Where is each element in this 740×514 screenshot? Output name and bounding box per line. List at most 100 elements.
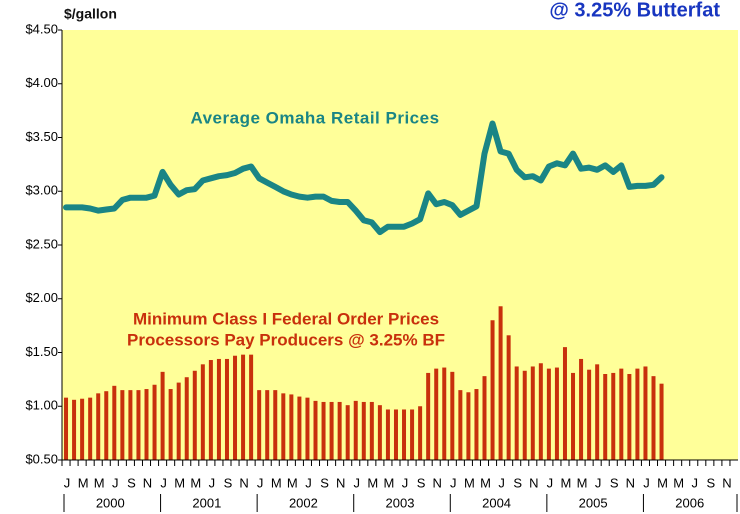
plot-area	[62, 30, 738, 460]
bar	[450, 371, 455, 460]
x-tick-label: J	[547, 475, 554, 490]
bar	[635, 368, 640, 460]
bar	[224, 358, 229, 460]
x-tick-label: M	[78, 475, 89, 490]
bar	[659, 383, 664, 460]
year-label: 2005	[579, 495, 608, 510]
x-tick-label: M	[561, 475, 572, 490]
x-tick-label: S	[224, 475, 233, 490]
line-annotation: Average Omaha Retail Prices	[190, 108, 439, 127]
bar	[265, 390, 270, 460]
bar	[482, 376, 487, 460]
x-tick-label: J	[112, 475, 119, 490]
x-tick-label: M	[287, 475, 298, 490]
bar	[313, 400, 318, 460]
bar	[402, 409, 407, 460]
x-tick-label: S	[513, 475, 522, 490]
chart-title: @ 3.25% Butterfat	[549, 0, 720, 21]
bar	[410, 409, 415, 460]
bar	[233, 355, 238, 460]
x-tick-label: M	[271, 475, 282, 490]
bar	[64, 397, 69, 460]
bar	[530, 366, 535, 460]
bar	[208, 360, 213, 460]
x-tick-label: J	[305, 475, 312, 490]
bar	[128, 390, 133, 460]
bar	[474, 389, 479, 460]
y-tick-label: $3.50	[25, 129, 58, 144]
bar	[538, 363, 543, 460]
x-tick-label: J	[691, 475, 698, 490]
bar	[112, 385, 117, 460]
y-tick-label: $1.50	[25, 344, 58, 359]
bar	[595, 364, 600, 460]
year-label: 2000	[96, 495, 125, 510]
bar	[345, 405, 350, 460]
bar	[297, 396, 302, 460]
x-tick-label: J	[595, 475, 602, 490]
bar	[385, 409, 390, 460]
x-tick-label: S	[127, 475, 136, 490]
year-label: 2004	[482, 495, 511, 510]
bar	[144, 389, 149, 460]
y-tick-label: $3.00	[25, 183, 58, 198]
bar	[571, 372, 576, 460]
bar	[337, 401, 342, 460]
bar	[176, 382, 181, 460]
bar-annotation: Minimum Class I Federal Order Prices	[133, 309, 439, 328]
year-label: 2003	[386, 495, 415, 510]
bar	[80, 398, 85, 460]
bar	[136, 390, 141, 460]
y-tick-label: $2.50	[25, 236, 58, 251]
line	[63, 120, 665, 236]
bar	[305, 397, 310, 460]
bar	[192, 370, 197, 460]
x-tick-label: J	[498, 475, 505, 490]
bar	[152, 384, 157, 460]
x-tick-label: M	[367, 475, 378, 490]
bar	[393, 409, 398, 460]
y-tick-label: $4.50	[25, 21, 58, 36]
y-tick-label: $2.00	[25, 290, 58, 305]
bar	[120, 390, 125, 460]
x-tick-label: J	[257, 475, 264, 490]
y-tick-label: $1.00	[25, 398, 58, 413]
bar	[273, 390, 278, 460]
x-tick-label: M	[464, 475, 475, 490]
x-tick-label: S	[706, 475, 715, 490]
bar	[587, 369, 592, 460]
x-tick-label: S	[610, 475, 619, 490]
bar	[241, 354, 246, 460]
bar	[458, 390, 463, 460]
x-tick-label: M	[384, 475, 395, 490]
bar	[329, 401, 334, 460]
bar	[289, 394, 294, 460]
bar	[522, 370, 527, 460]
year-label: 2006	[675, 495, 704, 510]
bar	[643, 366, 648, 460]
x-tick-label: J	[209, 475, 216, 490]
bar	[546, 368, 551, 460]
bar	[200, 364, 205, 460]
bar	[579, 358, 584, 460]
bar	[281, 393, 286, 460]
bar	[651, 376, 656, 460]
x-tick-label: N	[336, 475, 345, 490]
bar-annotation: Processors Pay Producers @ 3.25% BF	[127, 330, 445, 349]
x-tick-label: M	[190, 475, 201, 490]
bar	[72, 399, 77, 460]
x-tick-label: M	[657, 475, 668, 490]
bar	[562, 347, 567, 460]
x-tick-label: M	[174, 475, 185, 490]
bar	[611, 372, 616, 460]
bar	[498, 306, 503, 460]
x-tick-label: J	[64, 475, 71, 490]
x-tick-label: S	[417, 475, 426, 490]
x-tick-label: N	[722, 475, 731, 490]
x-tick-label: N	[143, 475, 152, 490]
year-label: 2001	[192, 495, 221, 510]
x-tick-label: M	[577, 475, 588, 490]
bar	[168, 389, 173, 460]
